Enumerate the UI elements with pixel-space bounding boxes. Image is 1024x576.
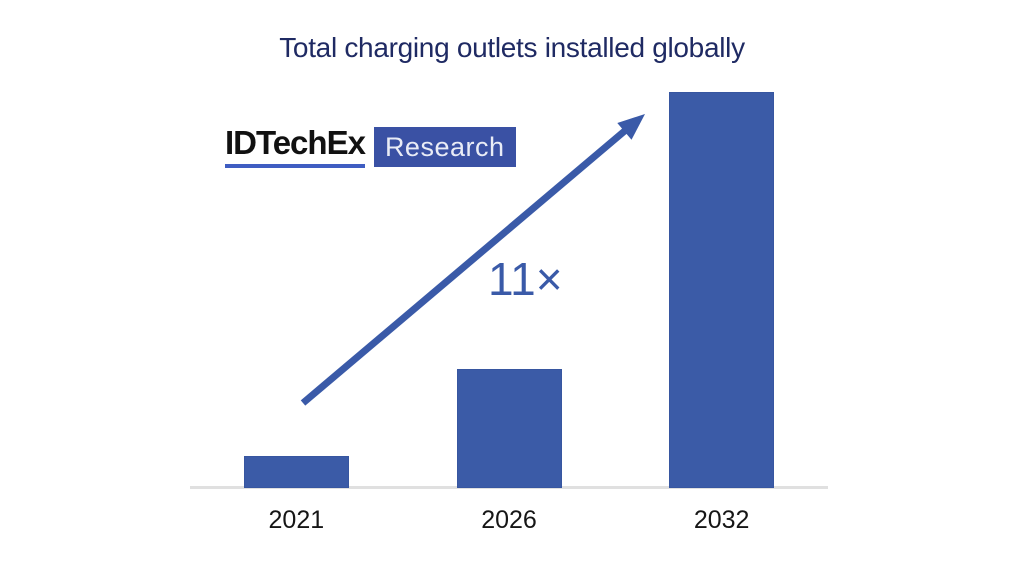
x-axis-label-2026: 2026 <box>481 506 537 534</box>
idtechex-logo: IDTechEx Research <box>225 126 516 168</box>
bar-2021 <box>243 456 349 488</box>
growth-arrow-head <box>617 114 645 140</box>
growth-arrow-line <box>300 126 630 406</box>
chart-title: Total charging outlets installed globall… <box>279 32 745 63</box>
x-axis-label-2032: 2032 <box>693 506 750 534</box>
logo-research-badge: Research <box>373 127 516 167</box>
logo-brand-text: IDTechEx <box>225 126 366 168</box>
bar-2032 <box>669 92 775 488</box>
growth-multiplier-label: 11× <box>488 253 563 305</box>
x-axis-label-2021: 2021 <box>268 506 325 534</box>
bar-2026 <box>456 369 562 488</box>
